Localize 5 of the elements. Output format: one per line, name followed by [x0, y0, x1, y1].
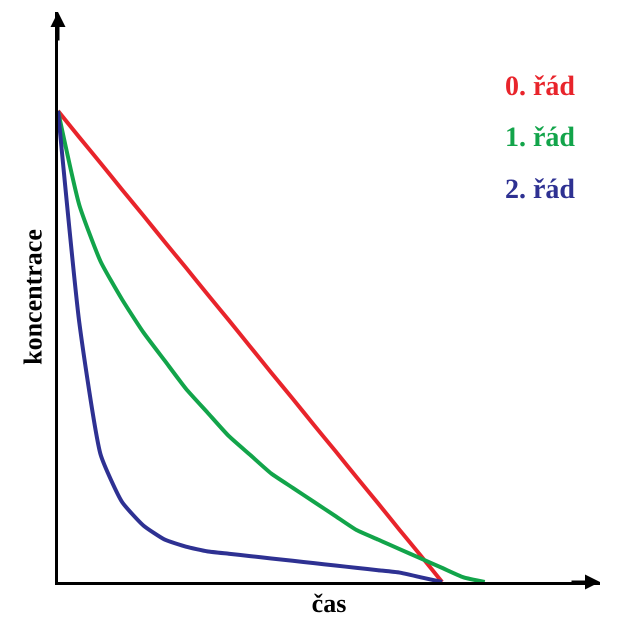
y-axis-title: koncentrace — [18, 229, 48, 365]
text: 0. řád — [505, 71, 576, 102]
x-axis-title: čas — [312, 589, 346, 618]
text: 2. řád — [505, 174, 576, 205]
text: 1. řád — [505, 122, 576, 153]
